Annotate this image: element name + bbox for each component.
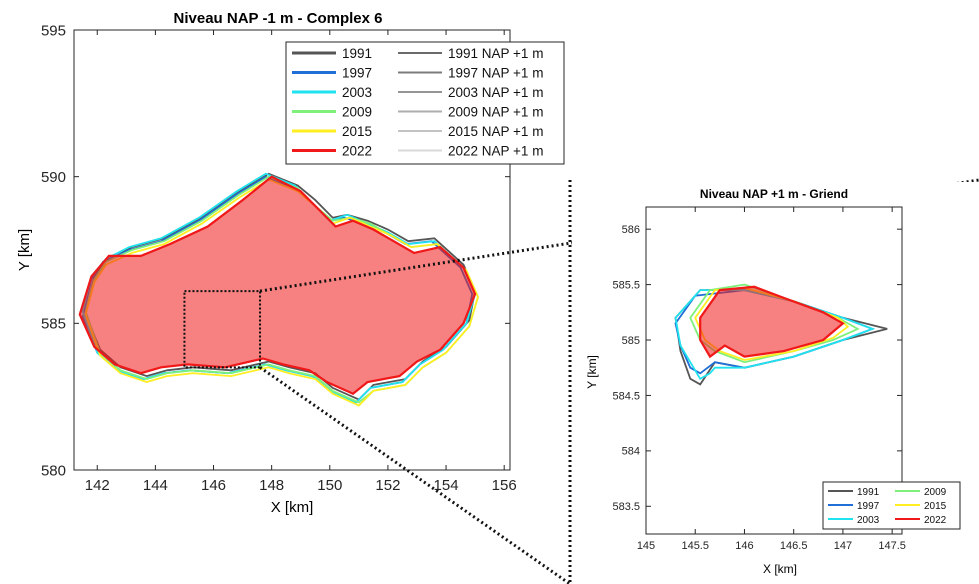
legend-label: 2022 (342, 144, 372, 159)
legend-label: 1991 NAP +1 m (448, 46, 543, 61)
zoom-connector-bottom (259, 366, 571, 584)
legend-label: 2009 NAP +1 m (448, 105, 543, 120)
inset-shapes (674, 283, 888, 386)
x-tick-label: 148 (259, 477, 284, 494)
x-tick-label: 146 (201, 477, 226, 494)
legend-label: 2015 NAP +1 m (448, 124, 543, 139)
main-x-axis-label: X [km] (271, 499, 314, 516)
legend-label: 2009 (924, 487, 947, 498)
legend-label: 2015 (924, 501, 947, 512)
inset-x-ticks: 145 145.5 146 146.5 147 147.5 (637, 207, 906, 552)
main-zoom-box (183, 290, 262, 369)
inset-legend: 1991 1997 2003 2009 2015 2022 (822, 481, 961, 530)
inset-chart: Niveau NAP +1 m - Griend 145 145.5 146 146.… (572, 182, 979, 584)
y-tick-label: 586 (622, 224, 640, 236)
main-y-axis-label: Y [km] (16, 229, 33, 271)
legend-label: 1997 (857, 501, 880, 512)
inset-y-ticks: 583.5 584 584.5 585 585.5 586 (612, 224, 902, 513)
x-tick-label: 147 (834, 540, 852, 552)
x-tick-label: 142 (85, 477, 110, 494)
legend-label: 2003 (857, 515, 880, 526)
legend-label: 2022 (924, 515, 947, 526)
main-legend: 1991 1997 2003 2009 2015 2022 1991 NAP +1 m 199… (285, 41, 565, 165)
legend-label: 1991 (857, 487, 880, 498)
y-tick-label: 585.5 (612, 279, 640, 291)
outline-2022 (78, 175, 477, 395)
x-tick-label: 150 (317, 477, 342, 494)
inset-plot-area (645, 206, 903, 535)
legend-label: 2009 (342, 105, 372, 120)
y-tick-label: 585 (622, 335, 640, 347)
x-tick-label: 152 (375, 477, 400, 494)
x-tick-label: 146.5 (780, 540, 808, 552)
x-tick-label: 154 (434, 477, 459, 494)
legend-label: 2022 NAP +1 m (448, 144, 543, 159)
main-x-ticks: 142 144 146 148 150 152 154 156 (85, 30, 517, 494)
y-tick-label: 590 (41, 169, 66, 186)
legend-label: 2003 (342, 85, 372, 100)
x-tick-label: 146 (735, 540, 753, 552)
inset-y-axis-label: Y [km] (585, 355, 599, 389)
main-shapes (78, 172, 479, 407)
main-y-ticks: 580 585 590 595 (41, 22, 510, 479)
inset-x-axis-label: X [km] (763, 562, 797, 576)
y-tick-label: 580 (41, 462, 66, 479)
x-tick-label: 147.5 (878, 540, 906, 552)
main-chart: Niveau NAP -1 m - Complex 6 142 144 146 148… (16, 10, 565, 516)
main-chart-title: Niveau NAP -1 m - Complex 6 (174, 10, 383, 27)
outline-2022 (699, 285, 845, 359)
x-tick-label: 145.5 (681, 540, 709, 552)
inset-chart-title: Niveau NAP +1 m - Griend (700, 187, 848, 201)
y-tick-label: 584 (622, 446, 640, 458)
y-tick-label: 585 (41, 316, 66, 333)
outline-2015 (84, 178, 479, 407)
legend-label: 1997 NAP +1 m (448, 66, 543, 81)
legend-label: 2003 NAP +1 m (448, 85, 543, 100)
y-tick-label: 595 (41, 22, 66, 39)
x-tick-label: 144 (143, 477, 168, 494)
x-tick-label: 156 (492, 477, 517, 494)
legend-label: 1991 (342, 46, 372, 61)
y-tick-label: 584.5 (612, 390, 640, 402)
legend-label: 1997 (342, 66, 372, 81)
x-tick-label: 145 (637, 540, 655, 552)
y-tick-label: 583.5 (612, 501, 640, 513)
main-legend-box (285, 41, 565, 165)
legend-label: 2015 (342, 124, 372, 139)
